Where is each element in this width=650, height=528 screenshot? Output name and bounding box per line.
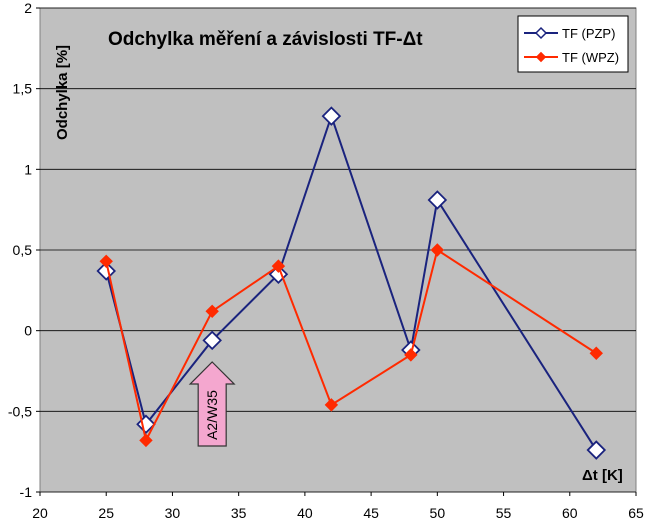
legend-label: TF (WPZ) xyxy=(562,50,619,65)
data-point xyxy=(324,398,339,412)
data-point xyxy=(430,243,445,257)
gridlines xyxy=(40,7,636,493)
chart-title: Odchylka měření a závislosti TF-Δt xyxy=(108,29,423,50)
data-point xyxy=(589,346,603,360)
x-tick-label: 50 xyxy=(430,505,446,521)
x-tick-label: 55 xyxy=(496,505,512,521)
x-axis-ticks: 20 25 30 35 40 45 50 55 60 65 xyxy=(32,492,644,521)
y-axis-label: Odchylka [%] xyxy=(54,45,71,140)
annotation-label: A2/W35 xyxy=(204,390,220,440)
legend-item: TF (PZP) xyxy=(524,26,615,41)
y-tick-label: -0,5 xyxy=(8,403,32,419)
x-tick-label: 35 xyxy=(231,505,247,521)
y-tick-label: 1 xyxy=(24,161,32,177)
x-tick-label: 40 xyxy=(297,505,313,521)
series-line xyxy=(105,112,598,451)
legend-marker xyxy=(534,26,548,40)
x-tick-label: 60 xyxy=(562,505,578,521)
series-layer xyxy=(96,106,607,460)
annotation-arrow: A2/W35 xyxy=(188,361,236,447)
x-tick-label: 25 xyxy=(98,505,114,521)
y-tick-label: 1,5 xyxy=(13,81,33,97)
x-tick-label: 20 xyxy=(32,505,48,521)
data-point xyxy=(202,330,222,351)
data-point xyxy=(404,348,418,362)
x-tick-label: 65 xyxy=(628,505,644,521)
series-1 xyxy=(99,243,603,448)
series-line xyxy=(105,248,597,444)
up-arrow-shape xyxy=(188,361,236,447)
annotation-layer: A2/W35 xyxy=(188,361,236,447)
legend: TF (PZP) TF (WPZ) xyxy=(517,15,629,73)
legend-label: TF (PZP) xyxy=(562,26,615,41)
data-point xyxy=(271,259,286,273)
y-tick-label: 2 xyxy=(24,0,32,16)
legend-item: TF (WPZ) xyxy=(524,50,619,65)
y-tick-label: -1 xyxy=(20,484,33,500)
data-point xyxy=(321,106,342,126)
y-tick-label: 0,5 xyxy=(13,242,33,258)
data-point xyxy=(99,254,113,269)
legend-box xyxy=(517,15,629,73)
x-axis-label: Δt [K] xyxy=(582,467,623,484)
y-tick-label: 0 xyxy=(24,323,32,339)
legend-marker xyxy=(535,51,547,63)
x-tick-label: 30 xyxy=(165,505,181,521)
data-point xyxy=(586,440,607,460)
x-tick-label: 45 xyxy=(363,505,379,521)
data-point xyxy=(205,304,219,319)
y-axis-ticks: 2 1,5 1 0,5 0 -0,5 -1 xyxy=(8,0,40,500)
data-point xyxy=(96,261,116,281)
data-point xyxy=(139,433,153,448)
data-point xyxy=(427,190,448,210)
